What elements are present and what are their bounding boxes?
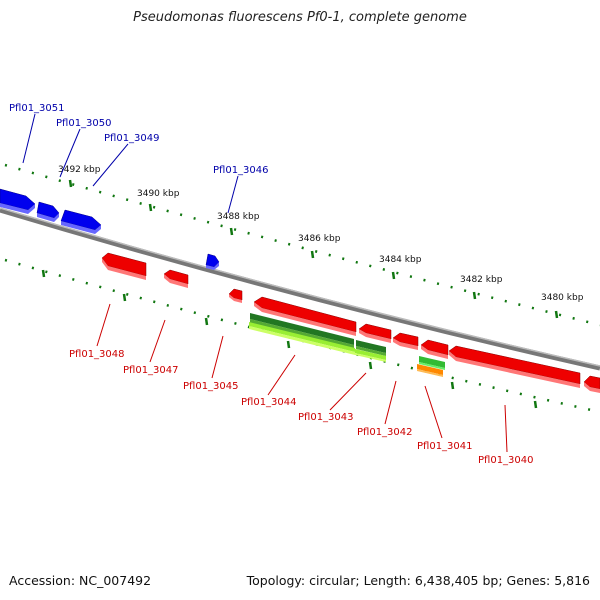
scale-labels: 3492 kbp 3490 kbp 3488 kbp 3486 kbp 3484… — [58, 165, 584, 303]
gene-label-pfl01-3048[interactable]: Pfl01_3048 — [69, 349, 125, 360]
rna-band-dark[interactable] — [250, 313, 354, 345]
gene-label-pfl01-3046[interactable]: Pfl01_3046 — [213, 165, 269, 176]
lower-major-ticks — [41, 269, 538, 409]
reverse-gene-labels: Pfl01_3048 Pfl01_3047 Pfl01_3045 Pfl01_3… — [69, 349, 534, 466]
label-leaders — [22, 113, 508, 453]
lower-scale-dots — [4, 258, 600, 414]
forward-gene-labels: Pfl01_3051 Pfl01_3050 Pfl01_3049 Pfl01_3… — [9, 103, 269, 176]
reverse-genes — [101, 252, 600, 393]
orange-feature[interactable] — [417, 364, 443, 375]
genome-backbone — [0, 207, 600, 371]
rna-band-light-2[interactable] — [355, 349, 386, 360]
gene-label-pfl01-3050[interactable]: Pfl01_3050 — [56, 118, 112, 129]
gene-label-pfl01-3051[interactable]: Pfl01_3051 — [9, 103, 65, 114]
scale-label: 3480 kbp — [541, 293, 584, 303]
gene-label-pfl01-3042[interactable]: Pfl01_3042 — [357, 427, 413, 438]
green-feature-small[interactable] — [419, 356, 445, 368]
gene-label-pfl01-3040[interactable]: Pfl01_3040 — [478, 455, 534, 466]
gene-label-pfl01-3041[interactable]: Pfl01_3041 — [417, 441, 473, 452]
gene-arrow-pfl01-3040[interactable] — [448, 345, 581, 385]
scale-label: 3486 kbp — [298, 234, 341, 244]
genome-summary-text: Topology: circular; Length: 6,438,405 bp… — [246, 573, 590, 588]
scale-label: 3488 kbp — [217, 212, 260, 222]
accession-text: Accession: NC_007492 — [9, 573, 152, 588]
upper-scale-dots — [4, 163, 600, 327]
feature-bands — [249, 313, 445, 377]
gene-label-pfl01-3049[interactable]: Pfl01_3049 — [104, 133, 160, 144]
scale-label: 3490 kbp — [137, 189, 180, 199]
scale-label: 3492 kbp — [58, 165, 101, 175]
scale-label: 3482 kbp — [460, 275, 503, 285]
upper-major-ticks — [68, 179, 559, 319]
forward-genes — [0, 188, 220, 270]
gene-label-pfl01-3043[interactable]: Pfl01_3043 — [298, 412, 354, 423]
page-title: Pseudomonas fluorescens Pf0-1, complete … — [133, 10, 467, 25]
rna-band-light[interactable] — [249, 322, 355, 352]
gene-label-pfl01-3045[interactable]: Pfl01_3045 — [183, 381, 239, 392]
gene-label-pfl01-3044[interactable]: Pfl01_3044 — [241, 397, 297, 408]
gene-label-pfl01-3047[interactable]: Pfl01_3047 — [123, 365, 179, 376]
scale-label: 3484 kbp — [379, 255, 422, 265]
rna-band-dark-2[interactable] — [356, 340, 386, 353]
